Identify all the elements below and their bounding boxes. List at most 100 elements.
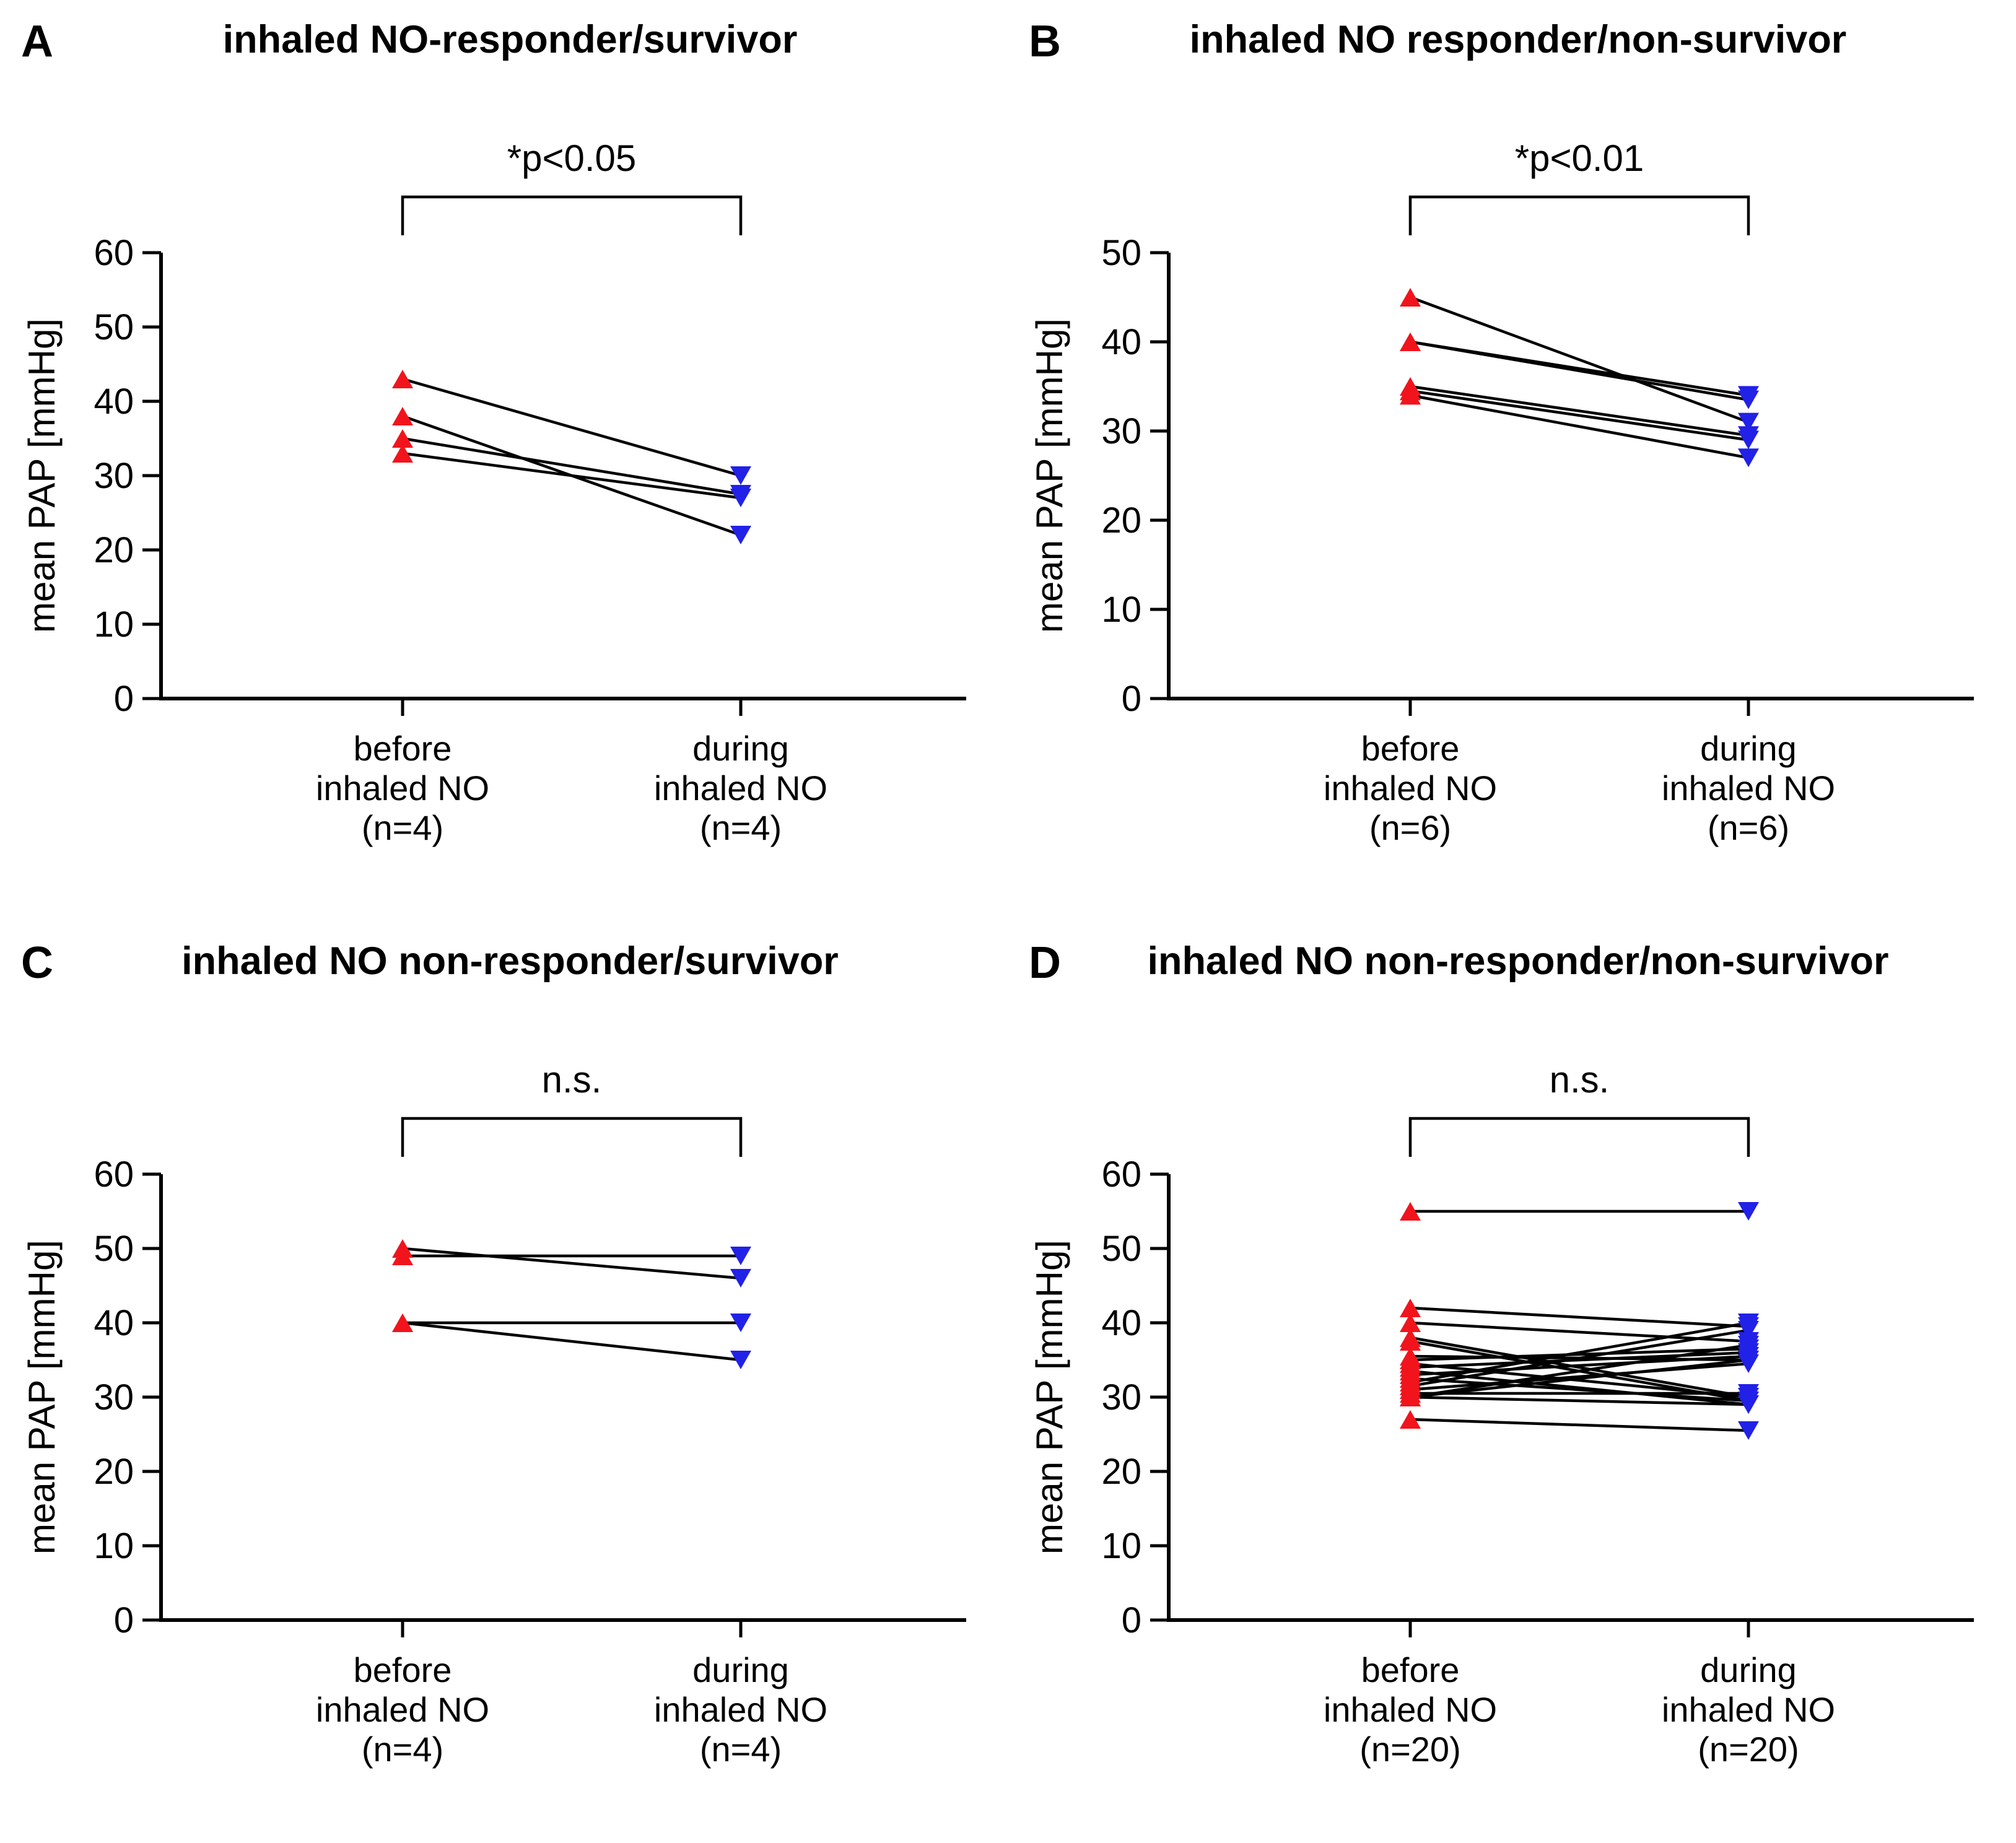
y-tick-label: 0 [114, 679, 134, 719]
x-label-before-line: (n=4) [362, 1730, 443, 1769]
y-tick-label: 0 [114, 1600, 134, 1640]
pair-line [1410, 1306, 1749, 1328]
pair-line [402, 1247, 741, 1280]
x-label-before-line: before [354, 729, 452, 768]
before-marker [392, 444, 413, 463]
during-marker [730, 1269, 751, 1287]
x-label-during-line: (n=4) [700, 808, 782, 847]
during-marker [730, 1247, 751, 1265]
y-tick-label: 40 [94, 381, 134, 422]
y-axis-title: mean PAP [mmHg] [21, 1240, 63, 1554]
x-label-during-line: inhaled NO [1662, 1690, 1835, 1729]
y-axis-title: mean PAP [mmHg] [21, 318, 63, 633]
y-tick-label: 50 [94, 1229, 134, 1269]
significance-label: n.s. [1550, 1059, 1610, 1100]
before-marker [1400, 386, 1421, 405]
before-marker [392, 429, 413, 448]
before-marker [1400, 333, 1421, 351]
during-marker [1738, 1336, 1759, 1354]
pair-line [1410, 295, 1749, 424]
x-label-during-line: (n=20) [1698, 1730, 1799, 1769]
pair-line [1410, 394, 1749, 460]
before-marker [1400, 1388, 1421, 1406]
x-label-before-line: (n=4) [362, 808, 443, 847]
pair-line [1410, 340, 1749, 401]
pair-line [1410, 1336, 1749, 1399]
pair-line [1410, 1347, 1749, 1362]
y-tick-label: 0 [1122, 1600, 1141, 1640]
x-label-during-line: inhaled NO [654, 769, 827, 808]
pair-line [1410, 1377, 1749, 1403]
panel-d-title: inhaled NO non-responder/non-survivor [1147, 939, 1889, 983]
during-marker [1738, 1421, 1759, 1440]
panel-b-letter: B [1029, 17, 1061, 66]
panel-c-header: C inhaled NO non-responder/survivor [0, 933, 1008, 995]
during-marker [1738, 412, 1759, 432]
pair-line [1410, 1343, 1749, 1399]
before-marker [392, 1247, 413, 1265]
during-marker [730, 1314, 751, 1332]
before-marker [1400, 1299, 1421, 1317]
before-marker [392, 1314, 413, 1332]
pair-line [402, 1321, 741, 1362]
pair-line [402, 451, 741, 500]
pair-line [402, 437, 741, 496]
x-label-before-line: before [1361, 729, 1460, 768]
y-tick-label: 10 [94, 604, 134, 645]
panel-a-title: inhaled NO-responder/survivor [222, 18, 798, 61]
during-marker [1738, 1202, 1759, 1221]
x-label-before-line: inhaled NO [1324, 1690, 1497, 1729]
during-marker [730, 466, 751, 485]
panel-b: B inhaled NO responder/non-survivor *p<0… [1008, 0, 2016, 922]
during-marker [1738, 430, 1759, 450]
during-marker [730, 526, 751, 544]
significance-bracket [401, 195, 743, 235]
during-marker [730, 489, 751, 507]
panel-a-letter: A [21, 17, 53, 66]
y-tick-label: 20 [1101, 1452, 1141, 1492]
pair-line [402, 377, 741, 477]
before-marker [392, 370, 413, 388]
pair-line [1410, 1321, 1749, 1384]
x-label-during-line: during [1700, 1650, 1797, 1689]
pair-line [1410, 1362, 1749, 1399]
x-label-during-line: during [1700, 729, 1797, 768]
y-tick-label: 20 [94, 530, 134, 570]
x-label-before-line: inhaled NO [316, 1690, 489, 1729]
y-tick-label: 40 [1101, 1303, 1141, 1343]
pair-line [1410, 1362, 1749, 1392]
y-tick-label: 20 [1101, 500, 1141, 541]
before-marker [392, 407, 413, 425]
significance-label: *p<0.01 [1515, 137, 1644, 179]
y-tick-label: 0 [1122, 679, 1141, 719]
significance-bracket [1408, 195, 1750, 235]
x-label-before-line: (n=6) [1369, 808, 1451, 847]
during-marker [730, 1351, 751, 1369]
x-label-before-line: (n=20) [1359, 1730, 1460, 1769]
x-label-during-line: during [692, 729, 789, 768]
x-label-during-line: inhaled NO [654, 1690, 827, 1729]
significance-bracket [1408, 1117, 1750, 1157]
before-marker [1400, 1202, 1421, 1221]
y-tick-label: 30 [94, 1377, 134, 1418]
panel-d-header: D inhaled NO non-responder/non-survivor [1008, 933, 2016, 995]
significance-label: *p<0.05 [507, 137, 637, 179]
x-label-before-line: before [1361, 1650, 1460, 1689]
during-marker [1738, 448, 1759, 468]
panel-c: C inhaled NO non-responder/survivor n.s.… [0, 922, 1008, 1843]
y-tick-label: 50 [94, 307, 134, 347]
before-marker [1400, 1314, 1421, 1332]
panel-a-header: A inhaled NO-responder/survivor [0, 11, 1008, 73]
x-label-before-line: inhaled NO [1324, 769, 1497, 808]
during-marker [1738, 1384, 1759, 1403]
y-tick-label: 40 [94, 1303, 134, 1343]
panel-b-title: inhaled NO responder/non-survivor [1189, 18, 1847, 61]
during-marker [1738, 1395, 1759, 1414]
pair-line [1410, 1418, 1749, 1432]
y-axis-title: mean PAP [mmHg] [1029, 318, 1070, 633]
y-tick-label: 50 [1101, 233, 1141, 273]
